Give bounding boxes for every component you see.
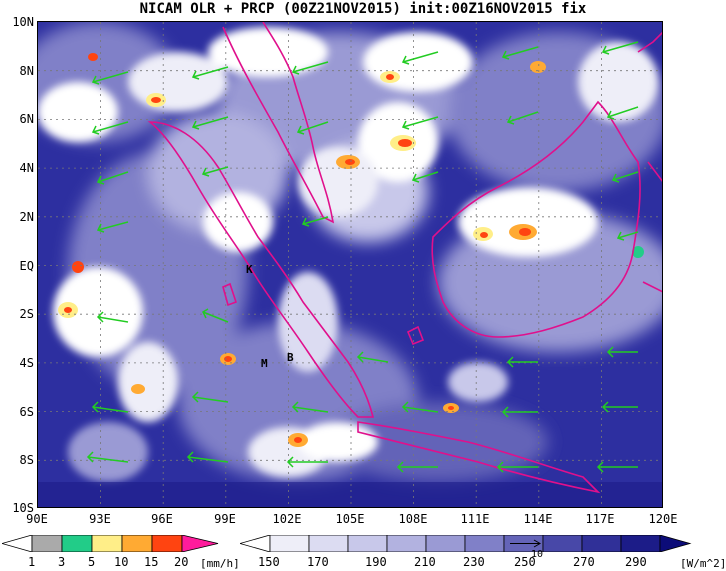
precip-tick-label: 1 [28, 555, 36, 569]
map-panel [37, 21, 663, 508]
lon-label: 102E [272, 512, 302, 526]
lat-label: 8S [19, 453, 34, 467]
lat-label: 2S [19, 307, 34, 321]
precip-tick-label: 3 [58, 555, 66, 569]
lon-label: 99E [214, 512, 236, 526]
precip-cells [58, 53, 644, 447]
lat-label: 6N [19, 112, 34, 126]
lon-label: 105E [335, 512, 365, 526]
lat-label: 6S [19, 405, 34, 419]
precip-colorbar [2, 535, 219, 552]
precip-tick-label: 5 [88, 555, 96, 569]
lon-label: 93E [89, 512, 111, 526]
lon-label: 90E [26, 512, 48, 526]
site-label-m: M [261, 357, 268, 370]
site-label-k: K [246, 263, 253, 276]
lat-label: 4S [19, 356, 34, 370]
olr-unit: [W/m^2] [680, 557, 726, 570]
olr-tick-label: 190 [365, 555, 387, 569]
wind-vectors [86, 41, 639, 473]
map-canvas [38, 22, 662, 507]
olr-tick-label: 170 [307, 555, 329, 569]
precip-tick-label: 15 [144, 555, 159, 569]
lon-label: 108E [398, 512, 428, 526]
reference-vector-label: 10 [531, 549, 544, 560]
olr-field [38, 22, 662, 507]
lat-label: 10N [12, 15, 34, 29]
lon-label: 120E [648, 512, 678, 526]
lon-label: 114E [523, 512, 553, 526]
olr-tick-label: 290 [625, 555, 647, 569]
lat-label: EQ [19, 259, 34, 273]
precip-tick-label: 10 [114, 555, 129, 569]
olr-tick-label: 270 [573, 555, 595, 569]
page-title: NICAM OLR + PRCP (00Z21NOV2015) init:00Z… [139, 1, 587, 17]
lon-label: 117E [585, 512, 615, 526]
olr-tick-label: 230 [463, 555, 485, 569]
lat-lon-grid [38, 22, 662, 507]
lat-label: 2N [19, 210, 34, 224]
coastlines [147, 22, 662, 494]
lat-label: 10S [12, 501, 34, 515]
lat-label: 8N [19, 64, 34, 78]
lon-label: 111E [460, 512, 490, 526]
site-label-b: B [287, 351, 294, 364]
olr-tick-label: 210 [414, 555, 436, 569]
precip-unit: [mm/h] [200, 557, 240, 570]
olr-tick-label: 250 [514, 555, 536, 569]
precip-tick-label: 20 [174, 555, 189, 569]
lat-label: 4N [19, 161, 34, 175]
olr-colorbar [240, 535, 692, 552]
lon-label: 96E [151, 512, 173, 526]
olr-tick-label: 150 [258, 555, 280, 569]
